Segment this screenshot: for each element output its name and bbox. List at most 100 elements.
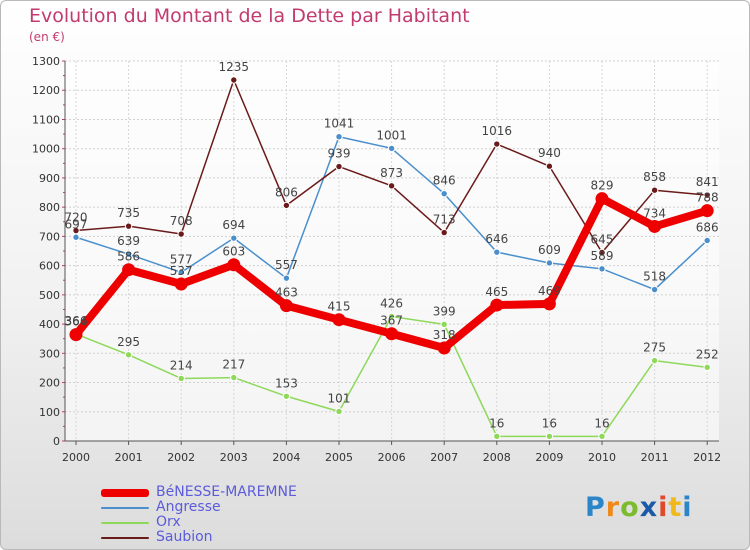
data-point [335,407,343,416]
data-point [437,341,451,355]
data-label: 645 [591,232,614,246]
data-point [335,133,343,141]
data-label: 873 [380,166,403,180]
legend-label: Saubion [156,529,213,545]
data-label: 708 [170,214,193,228]
data-label: 153 [275,376,298,390]
data-label: 364 [65,315,88,329]
data-point [177,230,185,238]
data-label: 646 [485,232,508,246]
x-tick-label: 2010 [588,451,616,464]
y-tick-label: 800 [39,201,60,214]
y-tick-label: 700 [39,230,60,243]
data-label: 426 [380,296,403,310]
data-label: 1001 [376,128,407,142]
data-label: 557 [275,258,298,272]
data-label: 214 [170,358,193,372]
data-point [440,190,448,198]
x-tick-label: 2006 [378,451,406,464]
data-label: 734 [643,206,666,220]
data-point [282,201,291,210]
proxiti-logo: Proxiti [585,492,693,523]
data-label: 252 [696,347,719,361]
x-tick-label: 2003 [220,451,248,464]
data-point [387,144,396,153]
data-point [282,274,291,282]
data-label: 415 [328,300,351,314]
y-tick-label: 100 [39,406,60,419]
data-point [493,432,501,441]
data-point [279,299,293,313]
data-point [545,432,554,441]
series-angresse [72,133,711,294]
data-label: 586 [117,250,140,264]
data-label: 858 [643,170,666,184]
data-point [650,356,659,365]
data-point [124,351,133,359]
y-tick-label: 1200 [32,84,60,97]
x-tick-label: 2012 [693,451,721,464]
series-layer [69,76,714,441]
data-point [490,298,504,312]
data-point [545,259,554,267]
data-label: 788 [696,191,719,205]
data-point [335,162,343,171]
logo-letter: x [639,492,659,523]
chart-title: Evolution du Montant de la Dette par Hab… [29,5,470,27]
data-label: 694 [222,218,245,232]
logo-letter: i [682,492,693,523]
data-point [230,234,238,242]
data-label: 399 [433,304,456,318]
series-saubion [72,76,711,257]
data-point [230,76,238,84]
data-point [124,250,133,258]
legend-label: Angresse [156,499,221,515]
data-label: 101 [328,391,351,405]
data-point [230,373,238,382]
data-point [122,263,136,277]
y-tick-label: 500 [39,289,60,302]
legend-swatch [101,537,149,539]
data-point [598,432,606,441]
data-point [174,277,188,291]
data-label: 16 [489,416,504,430]
data-label: 720 [65,211,88,225]
data-label: 639 [117,234,140,248]
series-b-nesse-maremne [69,192,714,355]
data-label: 603 [222,245,245,259]
data-point [703,236,711,245]
logo-letter: o [620,492,640,523]
data-label: 463 [275,286,298,300]
data-point [72,233,80,241]
y-tick-label: 1100 [32,113,60,126]
grid [65,60,719,442]
data-label: 16 [542,416,557,430]
logo-letter: i [658,492,669,523]
data-label: 846 [433,174,456,188]
data-label: 577 [170,252,193,266]
data-label: 1041 [324,117,355,131]
data-label: 465 [485,285,508,299]
data-point [440,320,448,329]
y-tick-label: 600 [39,260,60,273]
data-label: 469 [538,284,561,298]
data-point [124,222,133,230]
data-label: 275 [643,341,666,355]
data-point [542,297,556,311]
logo-letter: t [668,492,683,523]
data-label: 16 [594,416,609,430]
data-point [440,228,448,237]
data-point [69,328,83,342]
data-label: 609 [538,243,561,257]
data-label: 217 [222,358,245,372]
data-point [72,226,80,235]
data-label: 518 [643,270,666,284]
data-label: 806 [275,185,298,199]
data-label: 829 [591,179,614,193]
data-point [650,285,659,294]
legend-swatch [101,489,149,497]
logo-letter: r [605,492,621,523]
y-tick-label: 1000 [32,143,60,156]
